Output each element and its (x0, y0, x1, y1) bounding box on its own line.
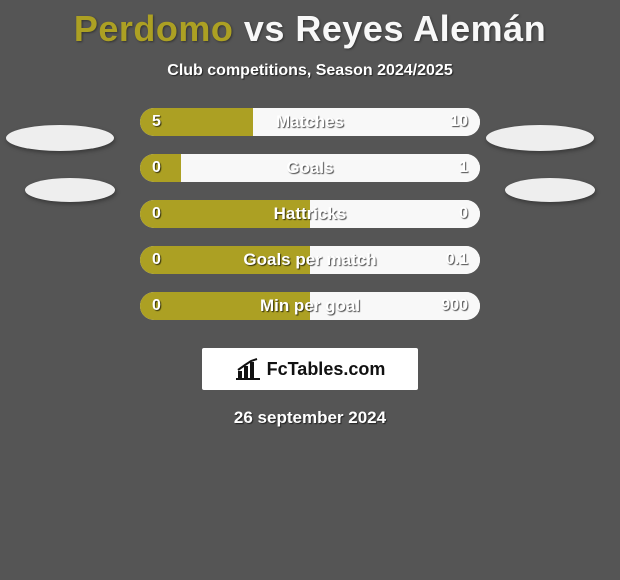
stat-value-right: 1 (459, 154, 468, 182)
title-player-left: Perdomo (74, 8, 234, 49)
stat-bar: Goals per match0 0.1 (140, 246, 480, 274)
snapshot-date: 26 september 2024 (0, 408, 620, 428)
stat-label: Min per goal (140, 292, 480, 320)
logo-text: FcTables.com (267, 359, 386, 380)
stat-value-right: 10 (450, 108, 468, 136)
title-vs: vs (233, 8, 295, 49)
stat-label: Hattricks (140, 200, 480, 228)
stat-bar: Hattricks0 0 (140, 200, 480, 228)
stat-value-left: 0 (152, 246, 161, 274)
stat-label: Goals per match (140, 246, 480, 274)
stat-value-left: 5 (152, 108, 161, 136)
stat-row: Min per goal0 900 (0, 292, 620, 320)
stat-label: Matches (140, 108, 480, 136)
stat-label: Goals (140, 154, 480, 182)
stat-value-left: 0 (152, 154, 161, 182)
stat-value-right: 0 (459, 200, 468, 228)
stat-bar: Goals0 1 (140, 154, 480, 182)
comparison-card: Perdomo vs Reyes Alemán Club competition… (0, 0, 620, 580)
stat-row: Goals per match0 0.1 (0, 246, 620, 274)
stat-bar: Matches5 10 (140, 108, 480, 136)
stat-value-left: 0 (152, 292, 161, 320)
barchart-icon (235, 358, 261, 380)
stat-value-left: 0 (152, 200, 161, 228)
stat-row: Hattricks0 0 (0, 200, 620, 228)
subtitle: Club competitions, Season 2024/2025 (0, 62, 620, 80)
fctables-logo: FcTables.com (202, 348, 418, 390)
stat-row: Matches5 10 (0, 108, 620, 136)
title-player-right: Reyes Alemán (295, 8, 546, 49)
stat-bar: Min per goal0 900 (140, 292, 480, 320)
page-title: Perdomo vs Reyes Alemán (0, 0, 620, 50)
stat-value-right: 900 (441, 292, 468, 320)
stat-row: Goals0 1 (0, 154, 620, 182)
stat-value-right: 0.1 (446, 246, 468, 274)
